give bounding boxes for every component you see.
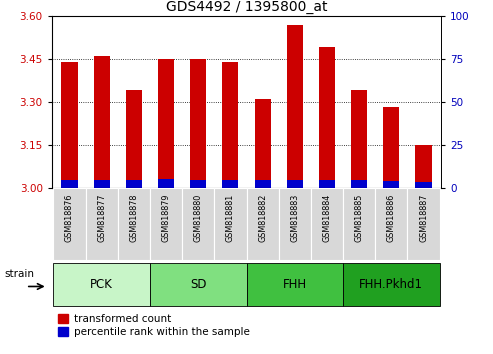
Bar — [86, 188, 118, 260]
Bar — [158, 59, 174, 188]
Bar — [182, 188, 214, 260]
Bar — [150, 188, 182, 260]
Bar — [254, 99, 271, 188]
Bar — [62, 181, 77, 188]
Bar — [150, 263, 246, 306]
Bar — [222, 62, 239, 188]
Text: FHH.Pkhd1: FHH.Pkhd1 — [359, 278, 423, 291]
Bar — [319, 47, 335, 188]
Bar — [246, 263, 343, 306]
Bar — [118, 188, 150, 260]
Bar — [351, 90, 367, 188]
Bar — [287, 24, 303, 188]
Bar — [222, 181, 239, 188]
Bar — [190, 59, 206, 188]
Bar — [383, 108, 399, 188]
Text: GSM818880: GSM818880 — [194, 193, 203, 242]
Legend: transformed count, percentile rank within the sample: transformed count, percentile rank withi… — [57, 313, 250, 338]
Text: GSM818887: GSM818887 — [419, 193, 428, 242]
Bar — [416, 145, 431, 188]
Text: SD: SD — [190, 278, 207, 291]
Bar — [287, 179, 303, 188]
Bar — [351, 181, 367, 188]
Bar — [158, 179, 174, 188]
Title: GDS4492 / 1395800_at: GDS4492 / 1395800_at — [166, 0, 327, 13]
Text: GSM818886: GSM818886 — [387, 193, 396, 242]
Bar — [53, 188, 86, 260]
Bar — [311, 188, 343, 260]
Text: GSM818881: GSM818881 — [226, 193, 235, 242]
Bar — [254, 181, 271, 188]
Bar — [343, 263, 440, 306]
Text: GSM818882: GSM818882 — [258, 193, 267, 242]
Bar — [53, 263, 150, 306]
Bar — [94, 56, 110, 188]
Bar — [383, 181, 399, 188]
Bar — [62, 62, 77, 188]
Text: PCK: PCK — [90, 278, 113, 291]
Bar — [319, 179, 335, 188]
Bar — [126, 90, 142, 188]
Text: GSM818878: GSM818878 — [129, 193, 139, 242]
Bar — [94, 179, 110, 188]
Text: GSM818883: GSM818883 — [290, 193, 299, 242]
Bar — [190, 181, 206, 188]
Text: GSM818884: GSM818884 — [322, 193, 331, 242]
Text: FHH: FHH — [282, 278, 307, 291]
Text: strain: strain — [4, 269, 34, 279]
Bar — [375, 188, 407, 260]
Text: GSM818877: GSM818877 — [97, 193, 106, 242]
Bar — [214, 188, 246, 260]
Text: GSM818876: GSM818876 — [65, 193, 74, 242]
Bar — [279, 188, 311, 260]
Bar — [246, 188, 279, 260]
Bar — [407, 188, 440, 260]
Text: GSM818885: GSM818885 — [354, 193, 364, 242]
Bar — [343, 188, 375, 260]
Text: GSM818879: GSM818879 — [162, 193, 171, 242]
Bar — [126, 181, 142, 188]
Bar — [416, 182, 431, 188]
